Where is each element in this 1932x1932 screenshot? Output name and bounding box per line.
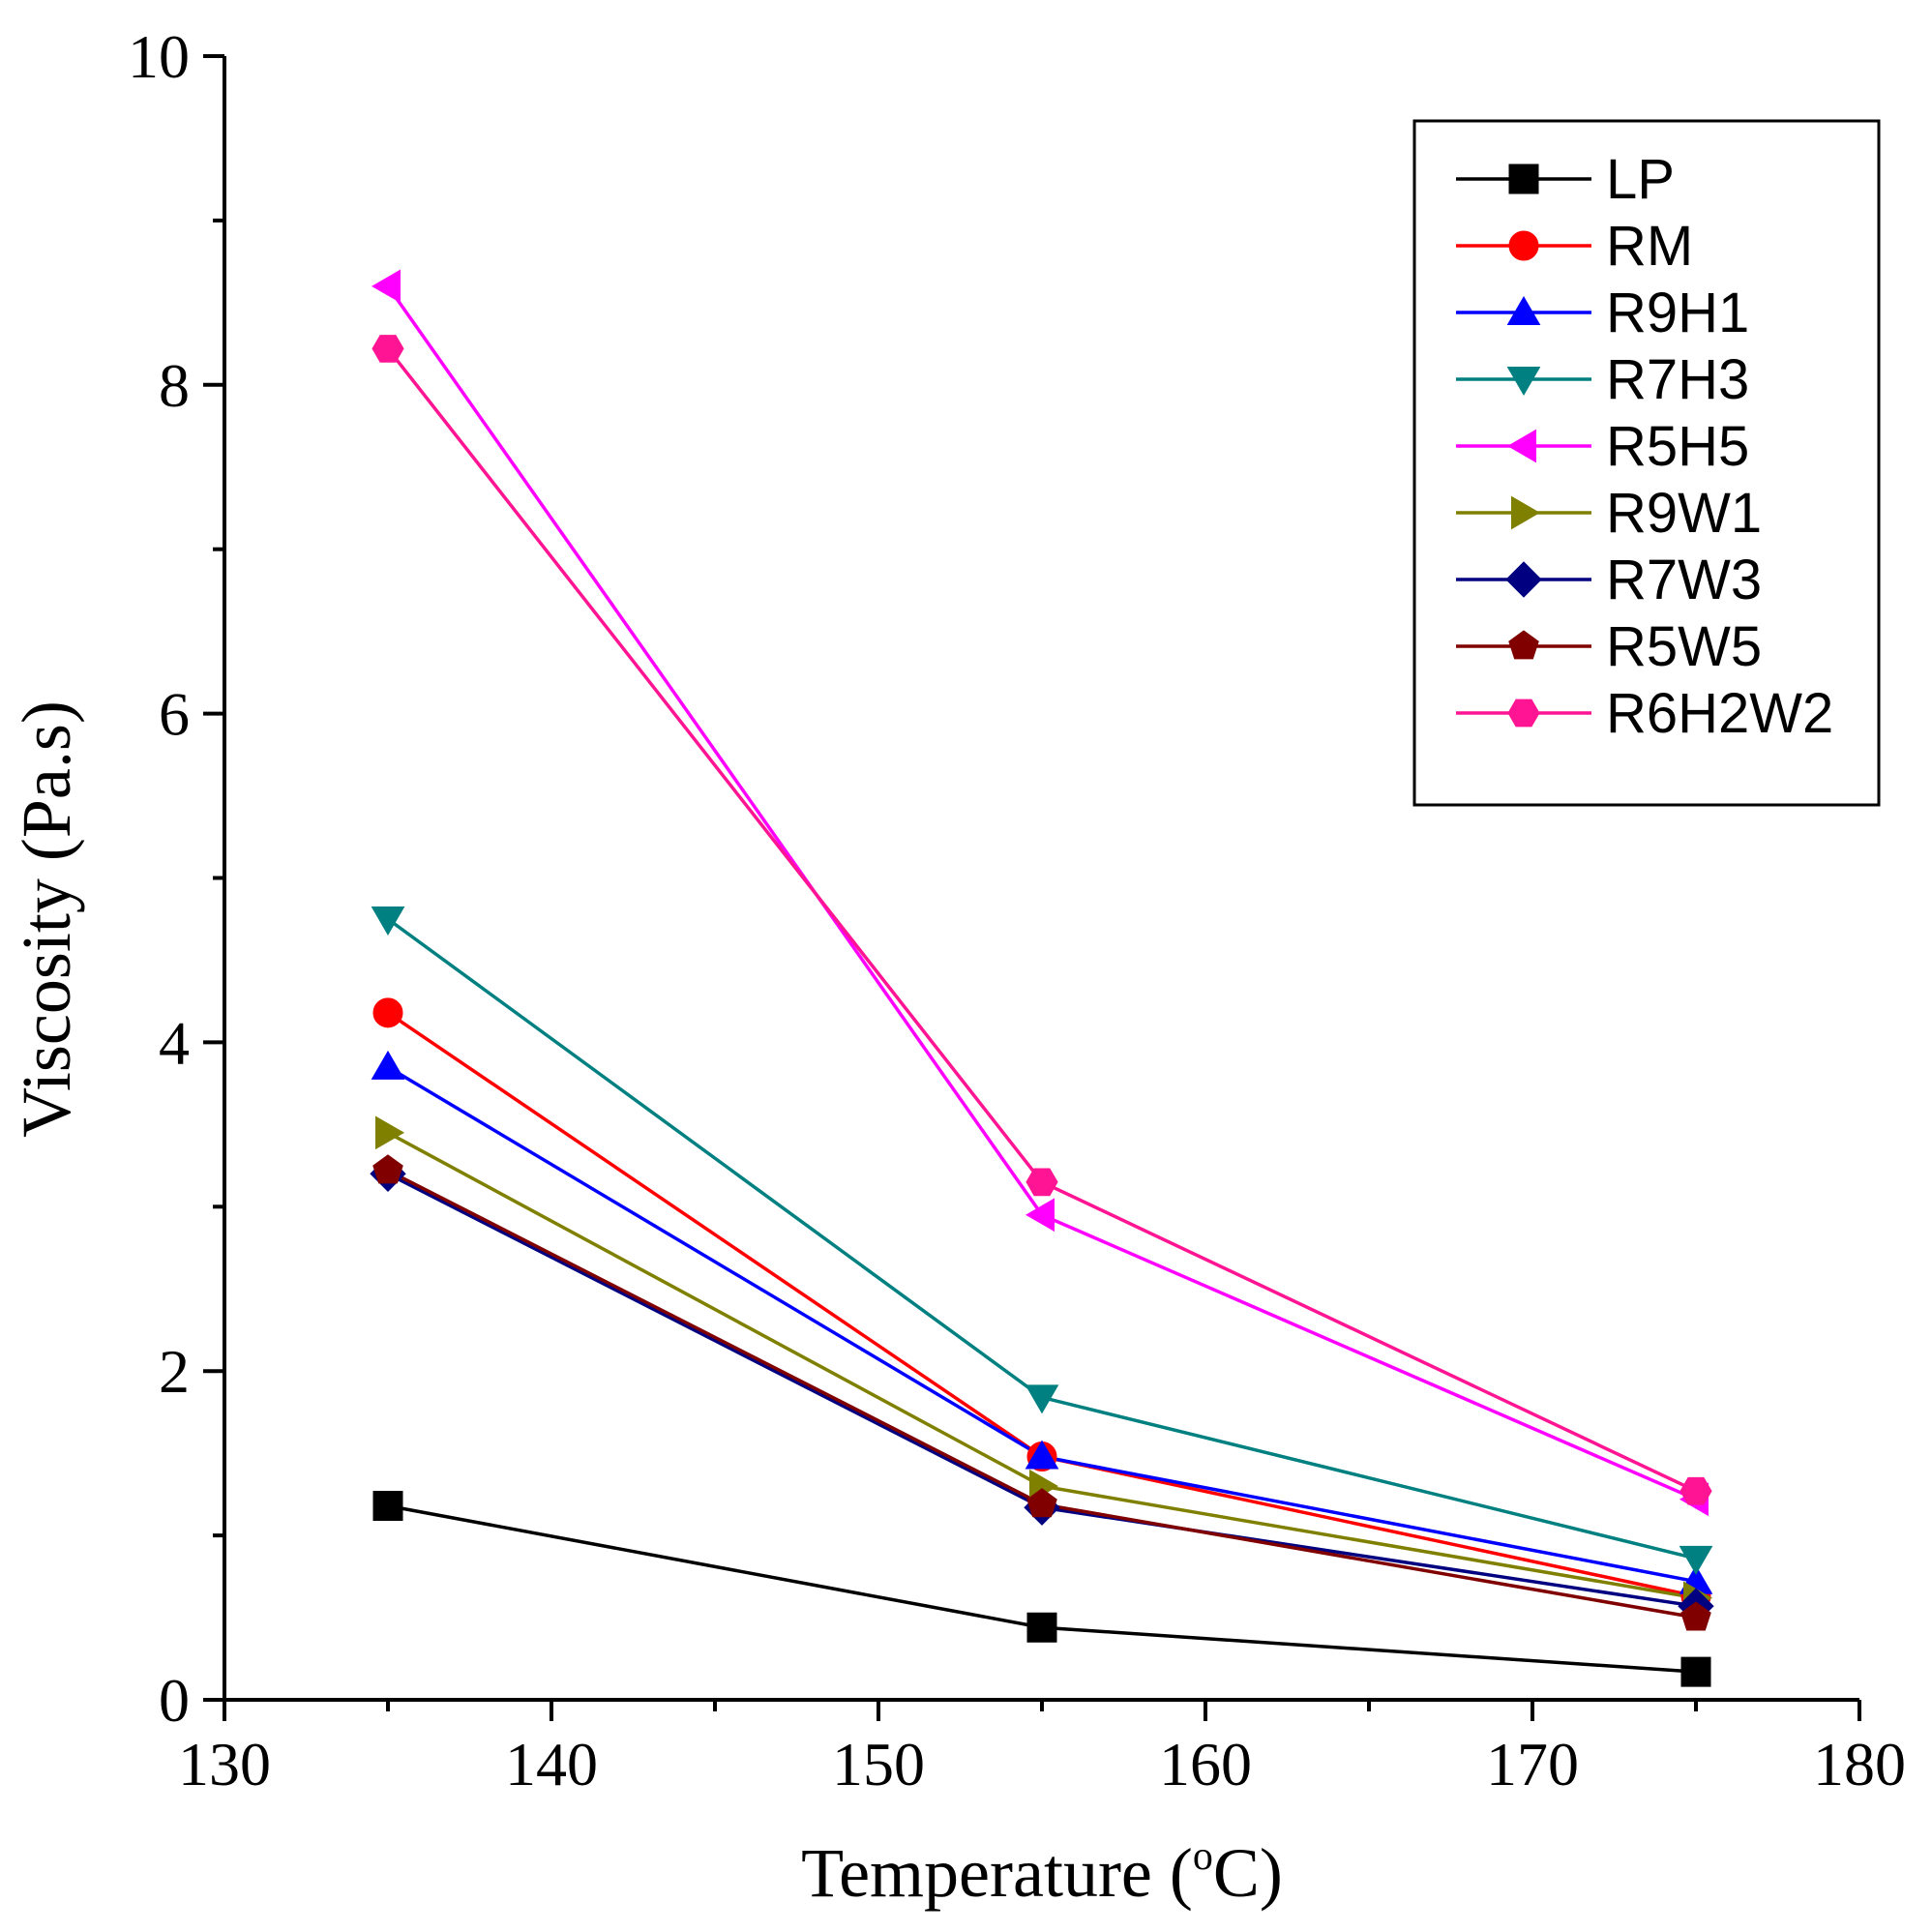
series-line-r9w1 xyxy=(387,1131,1697,1600)
legend-item-rm: RM xyxy=(1456,215,1693,278)
data-point-r7h3 xyxy=(1025,1384,1059,1414)
legend-marker-r9w1 xyxy=(1511,495,1540,530)
legend-label-r7w3: R7W3 xyxy=(1606,549,1762,611)
legend-marker-r9h1 xyxy=(1506,296,1541,325)
data-point-r6h2w2 xyxy=(1679,1476,1712,1505)
legend-item-r5w5: R5W5 xyxy=(1456,615,1762,678)
x-tick-label: 160 xyxy=(1159,1730,1252,1798)
data-point-r7h3 xyxy=(1679,1545,1713,1575)
y-axis-title: Viscosity (Pa.s) xyxy=(8,700,85,1138)
legend-label-lp: LP xyxy=(1606,148,1675,211)
data-point-r5w5 xyxy=(1026,1488,1057,1518)
data-point-lp xyxy=(1026,1612,1057,1643)
data-point-r9h1 xyxy=(371,1050,405,1080)
data-point-r5h5 xyxy=(1025,1198,1055,1233)
x-tick-label: 170 xyxy=(1486,1730,1579,1798)
legend-label-r6h2w2: R6H2W2 xyxy=(1606,682,1833,745)
legend-item-r7w3: R7W3 xyxy=(1456,549,1762,611)
legend-box xyxy=(1412,119,1881,807)
legend-label-r9w1: R9W1 xyxy=(1606,482,1762,545)
legend-marker-rm xyxy=(1508,230,1539,261)
data-point-r6h2w2 xyxy=(372,335,404,363)
series-line-lp xyxy=(387,1503,1697,1674)
y-tick-label: 0 xyxy=(159,1666,190,1735)
x-tick-label: 180 xyxy=(1813,1730,1906,1798)
legend-marker-r7h3 xyxy=(1506,367,1541,396)
legend-label-r7h3: R7H3 xyxy=(1606,348,1749,411)
data-point-r6h2w2 xyxy=(1025,1168,1058,1197)
data-point-r5w5 xyxy=(1680,1601,1711,1631)
legend-item-r7h3: R7H3 xyxy=(1456,348,1749,411)
data-point-r5h5 xyxy=(371,269,401,304)
legend-marker-r6h2w2 xyxy=(1507,698,1540,728)
data-point-rm xyxy=(372,997,403,1028)
legend-item-r9h1: R9H1 xyxy=(1456,282,1749,344)
x-axis-title: Temperature (oC) xyxy=(801,1834,1283,1912)
series-markers-layer xyxy=(370,269,1714,1687)
y-tick-label: 10 xyxy=(128,22,190,91)
y-tick-label: 2 xyxy=(159,1337,190,1406)
data-point-r9h1 xyxy=(1025,1440,1059,1470)
x-tick-label: 130 xyxy=(178,1730,271,1798)
data-point-r5w5 xyxy=(372,1154,403,1184)
legend-item-lp: LP xyxy=(1456,148,1675,211)
data-point-r9w1 xyxy=(375,1115,405,1150)
legend-item-r6h2w2: R6H2W2 xyxy=(1456,682,1833,745)
legend-label-r5w5: R5W5 xyxy=(1606,615,1762,678)
axis-ticks xyxy=(203,54,1861,1721)
axis-tick-labels: 130 140 150 160 170 180 0 2 4 6 8 10 xyxy=(128,22,1906,1798)
y-tick-label: 6 xyxy=(159,680,190,749)
legend-marker-r5h5 xyxy=(1507,429,1536,463)
data-point-r7h3 xyxy=(371,907,405,936)
data-point-lp xyxy=(372,1491,403,1522)
y-tick-label: 4 xyxy=(159,1008,190,1077)
legend-label-rm: RM xyxy=(1606,215,1693,278)
legend-label-r9h1: R9H1 xyxy=(1606,282,1749,344)
legend-label-r5h5: R5H5 xyxy=(1606,415,1749,478)
data-point-lp xyxy=(1680,1656,1711,1687)
legend-marker-r7w3 xyxy=(1505,561,1542,598)
legend-item-r5h5: R5H5 xyxy=(1456,415,1749,478)
x-tick-label: 150 xyxy=(832,1730,925,1798)
y-tick-label: 8 xyxy=(159,351,190,420)
legend-item-r9w1: R9W1 xyxy=(1456,482,1762,545)
legend-marker-r5w5 xyxy=(1508,630,1539,660)
legend-marker-lp xyxy=(1508,163,1539,194)
x-tick-label: 140 xyxy=(505,1730,598,1798)
